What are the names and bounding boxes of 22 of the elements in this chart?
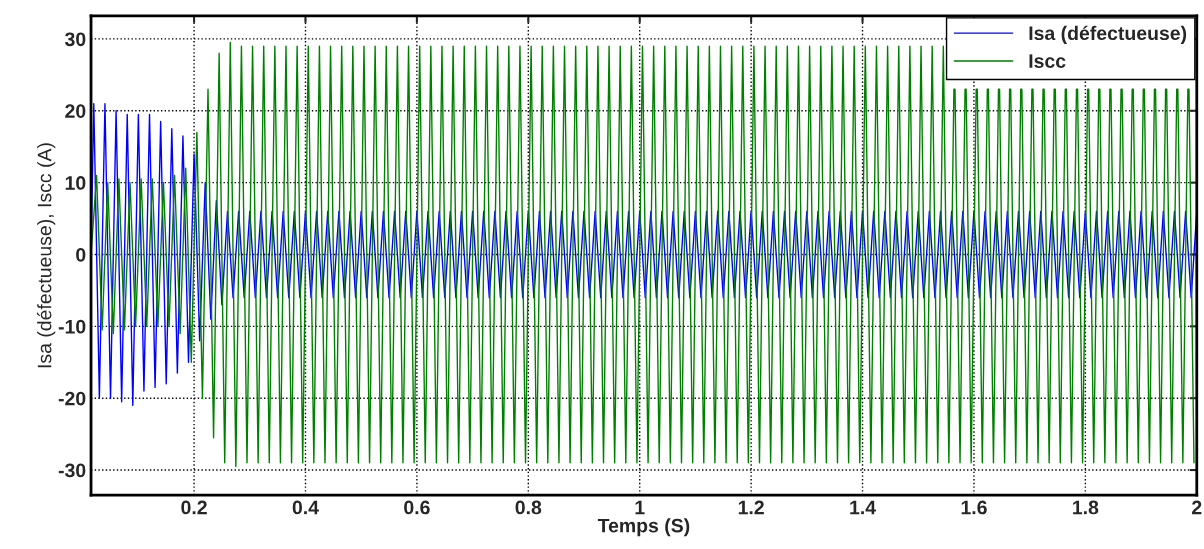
y-tick-label: 10 xyxy=(65,176,86,190)
x-tick-label: 1.2 xyxy=(738,500,764,515)
x-tick-label: 1.4 xyxy=(850,500,876,515)
x-tick-label: 0.6 xyxy=(404,500,430,515)
line-series xyxy=(91,102,1197,407)
legend-label: Isa (défectueuse) xyxy=(1029,25,1187,44)
y-tick-label: 0 xyxy=(76,247,86,262)
legend-label: Iscc xyxy=(1029,54,1066,68)
y-tick-label: -20 xyxy=(58,391,86,406)
x-tick-label: 1.8 xyxy=(1073,500,1099,515)
y-axis-title: Isa (défectueuse), Iscc (A) xyxy=(36,143,56,368)
x-tick-label: 1 xyxy=(635,500,645,515)
x-tick-label: 0.2 xyxy=(181,500,207,515)
x-tick-label: 1.6 xyxy=(961,500,987,515)
y-tick-label: 30 xyxy=(64,32,86,47)
x-tick-label: 2 xyxy=(1192,500,1202,515)
y-tick-label: -30 xyxy=(58,463,86,478)
y-tick-label: 20 xyxy=(65,104,86,119)
x-tick-label: 0.8 xyxy=(515,500,542,515)
x-tick-label: 0.4 xyxy=(292,500,319,515)
y-tick-label: -10 xyxy=(58,319,86,334)
x-axis-title: Temps (S) xyxy=(597,518,690,537)
